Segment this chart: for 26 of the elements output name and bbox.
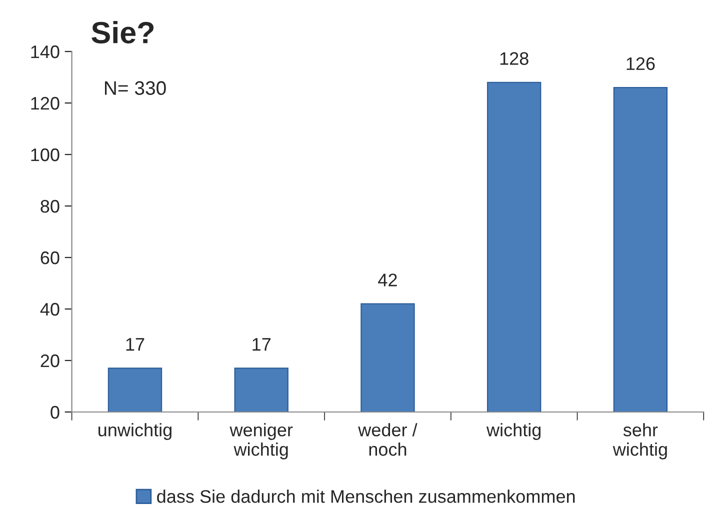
y-tick-label: 20 <box>40 354 60 368</box>
x-tick-label: weder / noch <box>358 423 418 456</box>
y-tick-label: 40 <box>40 302 60 316</box>
chart-title: Sie? <box>92 21 154 44</box>
legend-label: dass Sie dadurch mit Menschen zusammenkommen <box>157 490 575 503</box>
y-tick-label: 140 <box>31 45 60 58</box>
data-label: 128 <box>500 52 528 65</box>
y-tick-label: 80 <box>40 200 60 213</box>
data-label: 17 <box>126 338 144 351</box>
data-label: 17 <box>252 338 270 351</box>
y-tick-label: 0 <box>50 406 60 419</box>
bar <box>360 303 415 412</box>
y-tick-label: 100 <box>31 148 60 162</box>
y-tick-label: 60 <box>40 251 60 264</box>
annotation: N= 330 <box>104 81 166 95</box>
bar <box>486 82 542 412</box>
x-tick-label: sehr wichtig <box>612 423 667 460</box>
y-tick-label: 120 <box>31 96 60 110</box>
bar <box>613 86 668 412</box>
x-tick-label: wichtig <box>486 423 541 440</box>
bar <box>108 368 162 412</box>
x-tick-label: weniger wichtig <box>230 423 293 460</box>
x-tick-label: unwichtig <box>98 423 172 440</box>
bar <box>234 368 288 412</box>
data-label: 42 <box>378 274 397 286</box>
data-label: 126 <box>626 57 655 70</box>
